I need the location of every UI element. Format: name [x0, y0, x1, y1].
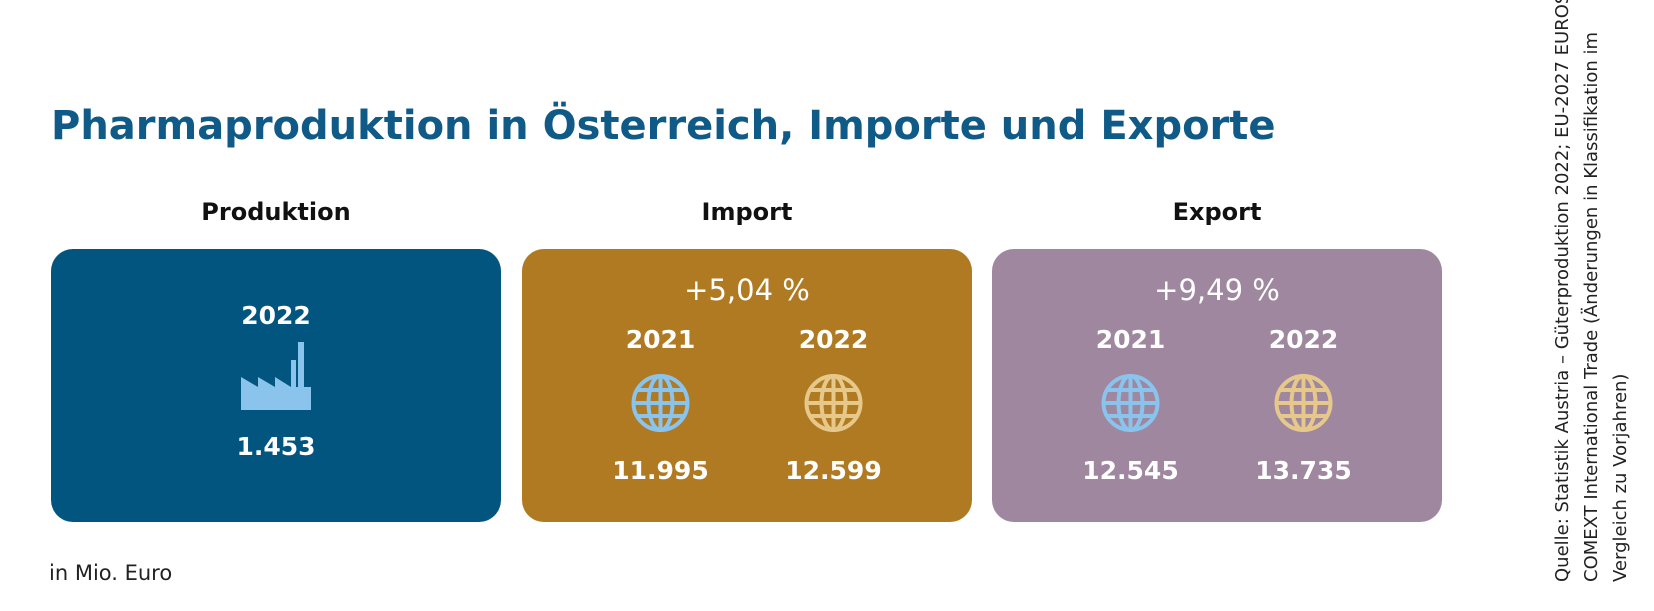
source-line: Quelle: Statistik Austria – Güterprodukt… [1552, 0, 1573, 582]
source-line: Vergleich zu Vorjahren) [1610, 374, 1631, 582]
value-label: 13.735 [1255, 456, 1351, 485]
value-label: 12.545 [1082, 456, 1178, 485]
change-label: +5,04 % [684, 273, 810, 307]
title: Pharmaproduktion in Österreich, Importe … [51, 101, 1276, 149]
value-label: 12.599 [785, 456, 881, 485]
year-label: 2022 [1269, 325, 1339, 354]
year-label: 2022 [241, 301, 311, 330]
year-label: 2022 [799, 325, 869, 354]
value-label: 11.995 [612, 456, 708, 485]
source-line: COMEXT International Trade (Änderungen i… [1581, 32, 1602, 582]
panel [992, 249, 1442, 522]
globe-icon [1274, 374, 1333, 432]
globe-icon [631, 374, 690, 432]
globe-icon [804, 374, 863, 432]
panel-heading: Import [702, 198, 793, 226]
footnote: in Mio. Euro [49, 561, 172, 585]
panel [522, 249, 972, 522]
year-label: 2021 [1096, 325, 1166, 354]
panel-heading: Export [1173, 198, 1262, 226]
year-label: 2021 [626, 325, 696, 354]
value-label: 1.453 [236, 432, 315, 461]
globe-icon [1101, 374, 1160, 432]
change-label: +9,49 % [1154, 273, 1280, 307]
factory-icon [241, 342, 311, 410]
panel-heading: Produktion [201, 198, 350, 226]
